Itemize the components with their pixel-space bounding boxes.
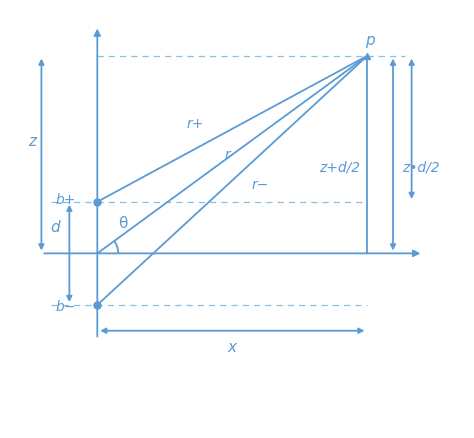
Text: r−: r−	[252, 178, 269, 192]
Text: b−: b−	[56, 300, 76, 314]
Text: x: x	[228, 340, 237, 355]
Text: z•d/2: z•d/2	[402, 160, 440, 174]
Text: z+d/2: z+d/2	[319, 160, 360, 174]
Text: z: z	[28, 134, 36, 149]
Text: b+: b+	[56, 193, 76, 207]
Text: p: p	[365, 33, 374, 48]
Text: θ: θ	[118, 216, 128, 231]
Text: r+: r+	[186, 117, 204, 131]
Text: d: d	[51, 220, 60, 235]
Text: r: r	[225, 148, 230, 162]
